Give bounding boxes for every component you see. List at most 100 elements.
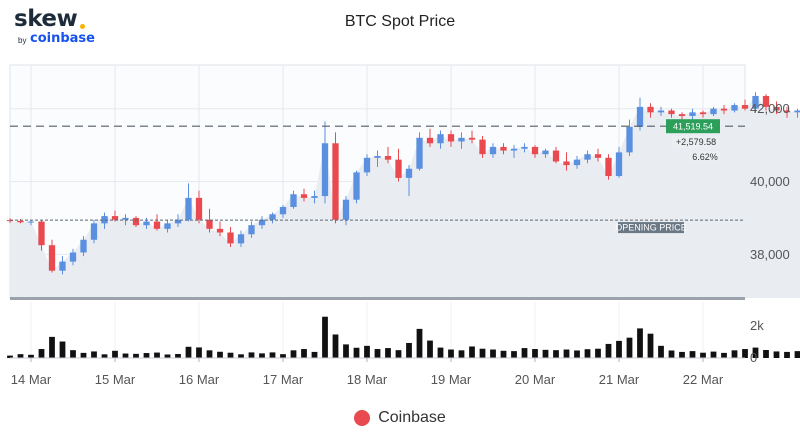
volume-bar <box>752 347 759 358</box>
volume-bar <box>406 342 412 358</box>
volume-bar <box>101 354 108 358</box>
volume-bar <box>605 343 612 358</box>
volume-bar <box>469 346 475 358</box>
candle-body <box>720 108 728 111</box>
candle-body <box>710 108 717 115</box>
candle-body <box>143 221 150 226</box>
candle-body <box>27 221 35 223</box>
chart-legend[interactable]: Coinbase <box>0 409 800 427</box>
candle-body <box>363 157 371 173</box>
volume-bar <box>332 334 339 358</box>
candle-body <box>290 194 297 207</box>
candle-body <box>647 106 654 113</box>
price-change-pct-label: 6.62% <box>692 152 718 162</box>
x-tick-label: 14 Mar <box>11 372 52 387</box>
volume-bar <box>269 352 276 358</box>
candle-body <box>615 152 623 177</box>
volume-bar <box>616 340 622 358</box>
logo-coinbase-text: coinbase <box>30 31 95 46</box>
price-area <box>10 95 800 298</box>
candle-body <box>374 156 381 158</box>
volume-bar <box>647 333 654 358</box>
y-tick-label: 40,000 <box>750 174 790 189</box>
volume-bar <box>553 350 559 358</box>
volume-bar <box>164 354 171 358</box>
candle-body <box>794 110 800 113</box>
candle-body <box>342 199 350 220</box>
candle-body <box>90 223 98 240</box>
volume-bar <box>658 345 664 358</box>
volume-bar <box>248 352 255 358</box>
candle-body <box>689 112 696 116</box>
candle-body <box>59 261 66 271</box>
volume-bar <box>742 349 748 358</box>
candle-body <box>258 219 266 226</box>
candle-body <box>594 154 602 158</box>
candle-body <box>69 252 77 262</box>
change-pct-tag <box>690 151 720 164</box>
candle-body <box>552 150 560 162</box>
volume-bar <box>322 316 328 358</box>
volume-bar <box>626 337 633 358</box>
candle-body <box>111 216 119 220</box>
volume-bar <box>689 351 696 358</box>
last-price-tag <box>666 119 720 134</box>
candle-body <box>206 219 213 229</box>
candle-body <box>447 134 455 142</box>
volume-bar <box>311 351 318 358</box>
candle-body <box>153 221 161 229</box>
volume-bar <box>185 346 192 358</box>
candle-body <box>500 146 507 151</box>
volume-bar <box>196 347 202 358</box>
candle-body <box>248 225 255 235</box>
volume-bar <box>595 348 601 358</box>
volume-bar <box>122 353 129 358</box>
candle-body <box>563 161 570 166</box>
volume-tick-label: 0 <box>750 350 757 365</box>
volume-bar <box>206 350 213 358</box>
y-tick-label: 38,000 <box>750 247 790 262</box>
candle-body <box>741 105 749 109</box>
volume-bar <box>175 354 181 358</box>
volume-bar <box>637 328 643 358</box>
volume-bar <box>353 347 360 358</box>
candle-body <box>783 110 791 113</box>
candle-body <box>405 168 413 178</box>
volume-bar <box>364 345 370 358</box>
candle-body <box>773 106 780 111</box>
volume-bar <box>343 344 349 358</box>
candle-body <box>531 146 539 155</box>
volume-bar <box>217 351 223 358</box>
candle-body <box>699 112 707 115</box>
volume-bar <box>731 350 738 358</box>
legend-series-label: Coinbase <box>378 409 446 426</box>
opening-price-label: OPENING PRICE <box>615 223 687 233</box>
candle-body <box>216 228 224 233</box>
candle-body <box>542 150 549 155</box>
volume-bar <box>511 351 517 358</box>
volume-bar <box>28 354 34 358</box>
candle-body <box>395 159 402 178</box>
volume-panel <box>10 302 745 358</box>
volume-bar <box>794 351 800 358</box>
volume-bar <box>374 349 381 358</box>
volume-bar <box>154 352 160 358</box>
volume-bar <box>290 350 297 358</box>
volume-bar <box>721 352 727 358</box>
logo-by-text: by <box>18 36 27 45</box>
candle-body <box>321 143 329 197</box>
volume-bar <box>17 354 24 358</box>
volume-bar <box>500 350 507 358</box>
candle-body <box>489 146 497 155</box>
volume-bar <box>427 340 433 358</box>
candle-body <box>300 194 308 198</box>
candle-body <box>437 134 444 144</box>
x-tick-label: 21 Mar <box>599 372 640 387</box>
price-change-label: +2,579.58 <box>676 137 716 147</box>
volume-bar <box>280 354 286 358</box>
candle-body <box>48 245 56 271</box>
volume-bar <box>773 351 780 358</box>
candle-body <box>668 110 675 115</box>
volume-bar <box>38 349 45 358</box>
logo-dot-icon <box>80 24 85 29</box>
